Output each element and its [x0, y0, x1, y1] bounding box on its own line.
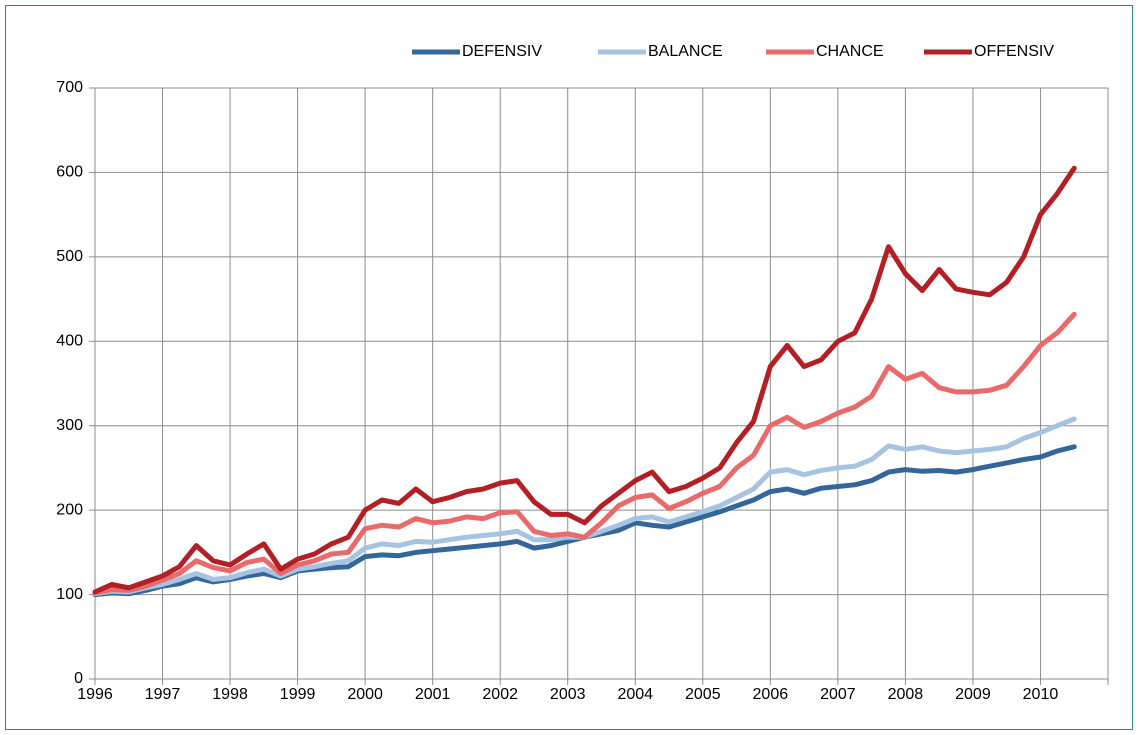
x-tick-label: 2004	[617, 686, 653, 703]
y-tick-label: 500	[56, 248, 83, 265]
y-tick-label: 700	[56, 79, 83, 96]
legend-label: DEFENSIV	[462, 43, 542, 60]
x-tick-label: 2006	[753, 686, 789, 703]
x-tick-label: 2001	[415, 686, 451, 703]
y-tick-label: 200	[56, 501, 83, 518]
x-tick-label: 1997	[145, 686, 181, 703]
x-tick-label: 2009	[955, 686, 991, 703]
frame	[5, 5, 1133, 730]
x-tick-label: 1998	[212, 686, 248, 703]
series-line	[92, 165, 1077, 595]
x-tick-label: 2010	[1023, 686, 1059, 703]
legend-label: BALANCE	[648, 43, 723, 60]
legend-label: OFFENSIV	[974, 43, 1054, 60]
y-tick-label: 100	[56, 586, 83, 603]
y-tick-label: 300	[56, 417, 83, 434]
x-tick-label: 2007	[820, 686, 856, 703]
x-tick-label: 2008	[888, 686, 924, 703]
x-tick-label: 2005	[685, 686, 721, 703]
plot-frame	[94, 87, 1109, 680]
x-tick-label: 1999	[280, 686, 316, 703]
y-tick-label: 600	[56, 164, 83, 181]
series-line	[92, 311, 1077, 596]
legend-label: CHANCE	[816, 43, 884, 60]
x-tick-label: 2000	[347, 686, 383, 703]
x-tick-label: 2003	[550, 686, 586, 703]
y-tick-label: 0	[74, 670, 83, 687]
x-tick-label: 2002	[482, 686, 518, 703]
x-tick-label: 1996	[77, 686, 113, 703]
y-tick-label: 400	[56, 333, 83, 350]
